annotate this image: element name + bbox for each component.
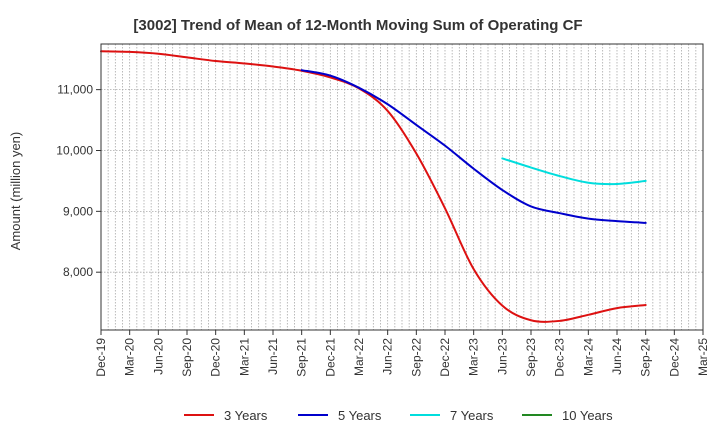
y-tick-label: 10,000 bbox=[56, 143, 93, 157]
x-tick-label: Dec-19 bbox=[94, 338, 108, 377]
y-tick-label: 11,000 bbox=[57, 83, 93, 97]
y-tick-label: 9,000 bbox=[63, 204, 93, 218]
y-axis-label: Amount (million yen) bbox=[8, 132, 23, 251]
x-tick-label: Mar-25 bbox=[696, 338, 710, 376]
y-tick-label: 8,000 bbox=[63, 265, 93, 279]
series-layer bbox=[100, 50, 647, 323]
x-tick-label: Mar-24 bbox=[581, 338, 595, 376]
series-line-2 bbox=[501, 157, 647, 186]
plot-frame bbox=[100, 43, 704, 331]
chart-title: [3002] Trend of Mean of 12-Month Moving … bbox=[133, 17, 582, 34]
legend-label: 3 Years bbox=[224, 408, 268, 423]
series-line-1 bbox=[300, 69, 647, 224]
x-tick-label: Dec-24 bbox=[667, 338, 681, 377]
x-tick-label: Sep-21 bbox=[295, 338, 309, 377]
x-tick-label: Mar-23 bbox=[467, 338, 481, 376]
x-tick-label: Sep-23 bbox=[524, 338, 538, 377]
x-tick-label: Sep-22 bbox=[409, 338, 423, 377]
x-tick-label: Dec-23 bbox=[553, 338, 567, 377]
grid bbox=[101, 44, 703, 330]
x-tick-label: Jun-23 bbox=[495, 338, 509, 375]
x-tick-label: Mar-21 bbox=[237, 338, 251, 376]
x-tick-label: Mar-20 bbox=[123, 338, 137, 376]
axes: 8,000 9,000 10,000 11,000 Dec-19 Mar-20 Jun-20… bbox=[56, 43, 710, 377]
x-tick-label: Jun-24 bbox=[610, 338, 624, 375]
x-tick-label: Jun-20 bbox=[151, 338, 165, 375]
x-tick-label: Sep-24 bbox=[639, 338, 653, 377]
legend-label: 5 Years bbox=[338, 408, 382, 423]
legend-label: 7 Years bbox=[450, 408, 494, 423]
x-tick-label: Dec-21 bbox=[323, 338, 337, 377]
x-tick-label: Jun-21 bbox=[266, 338, 280, 375]
legend: 3 Years 5 Years 7 Years 10 Years bbox=[184, 408, 613, 423]
x-tick-label: Sep-20 bbox=[180, 338, 194, 377]
x-tick-label: Mar-22 bbox=[352, 338, 366, 376]
x-tick-label: Jun-22 bbox=[381, 338, 395, 375]
series-line-0 bbox=[100, 50, 647, 323]
x-tick-label: Dec-22 bbox=[438, 338, 452, 377]
legend-label: 10 Years bbox=[562, 408, 613, 423]
x-tick-label: Dec-20 bbox=[209, 338, 223, 377]
